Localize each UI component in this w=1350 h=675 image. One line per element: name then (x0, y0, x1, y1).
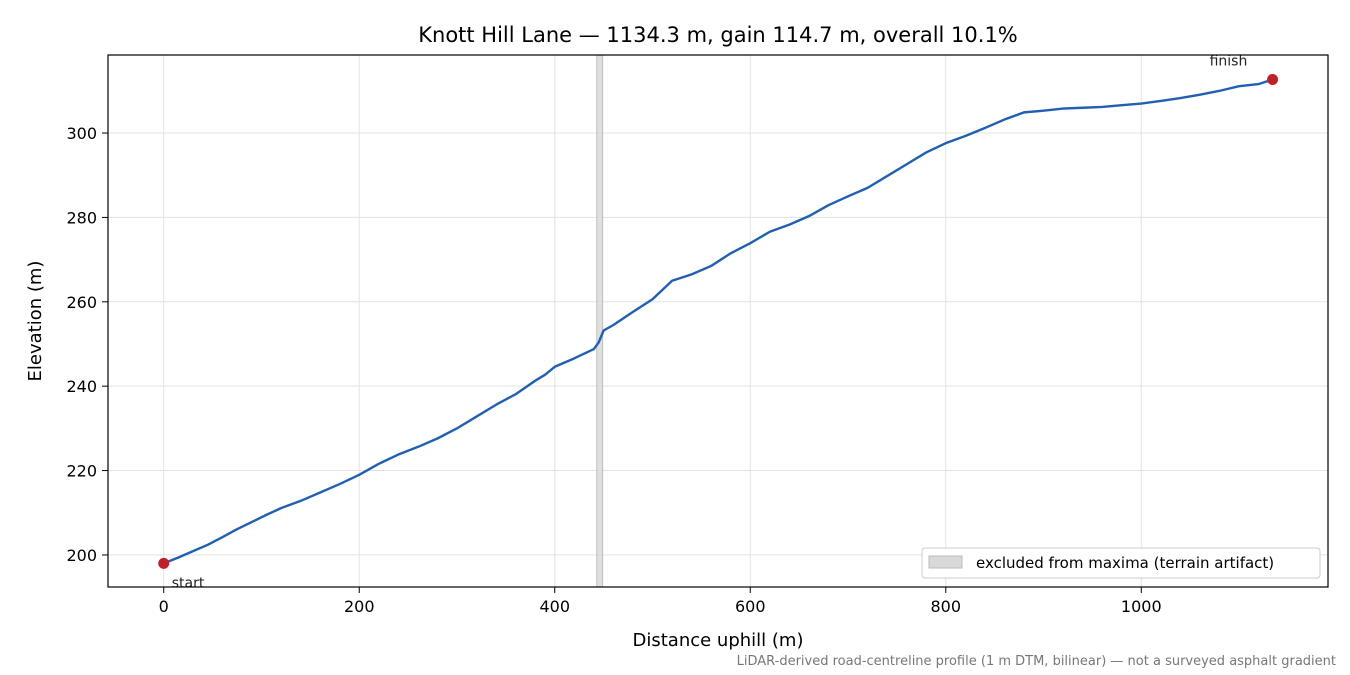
excluded-band-layer (596, 54, 604, 588)
y-axis-ticks: 200 220 240 260 280 300 (66, 124, 108, 565)
y-tick-label: 300 (66, 124, 97, 143)
series-layer (163, 78, 1273, 565)
start-marker (158, 557, 170, 569)
legend-box (921, 547, 1321, 579)
x-tick-label: 0 (159, 597, 169, 616)
y-axis-label: Elevation (m) (25, 261, 46, 382)
y-tick-label: 220 (66, 462, 97, 481)
x-axis-ticks: 0 200 400 600 800 1000 (159, 587, 1162, 616)
legend-swatch-excluded (928, 555, 963, 569)
finish-label: finish (1210, 53, 1248, 69)
y-tick-label: 240 (66, 377, 97, 396)
chart-title: Knott Hill Lane — 1134.3 m, gain 114.7 m… (418, 23, 1018, 47)
legend: excluded from maxima (terrain artifact) (921, 547, 1321, 579)
endpoint-markers: start finish (158, 53, 1279, 591)
grid-lines (108, 55, 1328, 587)
x-tick-label: 1000 (1121, 597, 1162, 616)
plot-frame (107, 54, 1329, 588)
finish-marker (1267, 73, 1279, 85)
excluded-band (596, 54, 604, 588)
y-tick-label: 280 (66, 208, 97, 227)
x-axis-label: Distance uphill (m) (633, 630, 804, 651)
x-tick-label: 200 (344, 597, 375, 616)
x-tick-label: 400 (539, 597, 570, 616)
x-tick-label: 800 (930, 597, 961, 616)
start-label: start (172, 575, 205, 591)
y-tick-label: 200 (66, 546, 97, 565)
legend-label-excluded: excluded from maxima (terrain artifact) (976, 554, 1274, 572)
footnote: LiDAR-derived road-centreline profile (1… (737, 654, 1336, 669)
x-tick-label: 600 (735, 597, 766, 616)
elevation-line (163, 78, 1273, 565)
y-tick-label: 260 (66, 293, 97, 312)
